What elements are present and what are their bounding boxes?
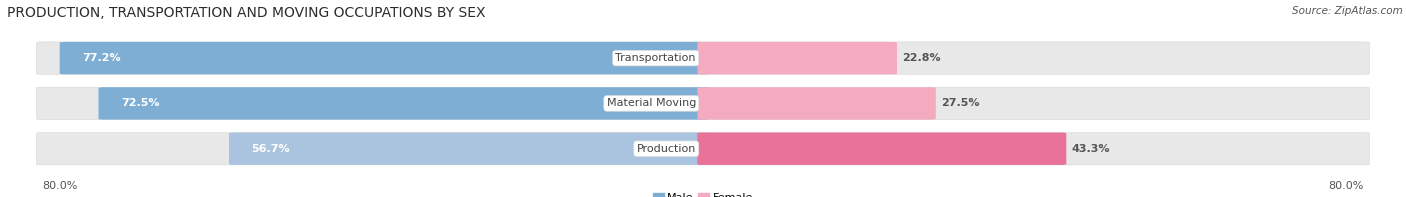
Text: Source: ZipAtlas.com: Source: ZipAtlas.com <box>1292 6 1403 16</box>
FancyBboxPatch shape <box>697 133 1066 165</box>
Text: Production: Production <box>637 144 696 154</box>
FancyBboxPatch shape <box>697 42 897 74</box>
Text: 77.2%: 77.2% <box>82 53 121 63</box>
Legend: Male, Female: Male, Female <box>648 188 758 197</box>
FancyBboxPatch shape <box>229 133 709 165</box>
Text: 80.0%: 80.0% <box>42 181 77 191</box>
Text: 22.8%: 22.8% <box>903 53 941 63</box>
Text: PRODUCTION, TRANSPORTATION AND MOVING OCCUPATIONS BY SEX: PRODUCTION, TRANSPORTATION AND MOVING OC… <box>7 6 485 20</box>
Text: 80.0%: 80.0% <box>1329 181 1364 191</box>
FancyBboxPatch shape <box>98 87 709 120</box>
Text: Material Moving: Material Moving <box>606 98 696 108</box>
Text: 27.5%: 27.5% <box>942 98 980 108</box>
FancyBboxPatch shape <box>697 87 936 120</box>
FancyBboxPatch shape <box>37 87 1369 120</box>
Text: Transportation: Transportation <box>616 53 696 63</box>
FancyBboxPatch shape <box>37 133 1369 165</box>
FancyBboxPatch shape <box>59 42 709 74</box>
Text: 72.5%: 72.5% <box>121 98 159 108</box>
FancyBboxPatch shape <box>37 42 1369 74</box>
Text: 43.3%: 43.3% <box>1071 144 1111 154</box>
Text: 56.7%: 56.7% <box>252 144 290 154</box>
